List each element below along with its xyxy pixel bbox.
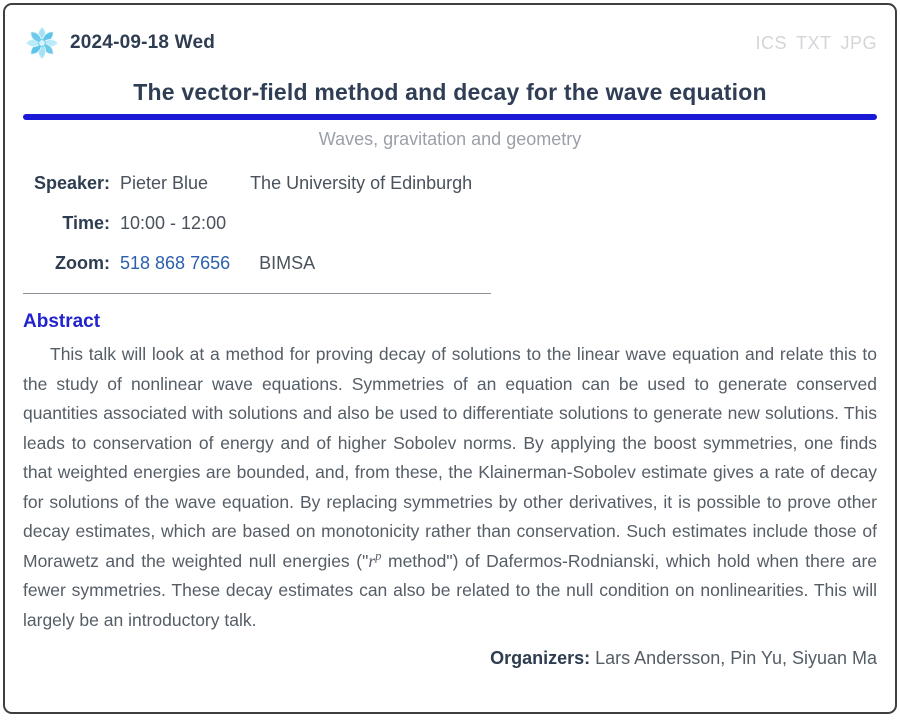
organizers-line: Organizers: Lars Andersson, Pin Yu, Siyu… [23, 648, 877, 669]
abstract-text-before-formula: This talk will look at a method for prov… [23, 344, 877, 571]
rp-method-formula: rp [368, 548, 382, 571]
info-divider [23, 293, 491, 294]
talk-info: Speaker: Pieter Blue The University of E… [23, 173, 877, 294]
zoom-host: BIMSA [259, 253, 316, 273]
abstract-text-after-formula: method") of Dafermos-Rodnianski, which h… [23, 550, 878, 630]
abstract-text: This talk will look at a method for prov… [23, 340, 877, 635]
speaker-row: Speaker: Pieter Blue The University of E… [23, 173, 877, 194]
zoom-meeting-id-link[interactable]: 518 868 7656 [120, 253, 231, 273]
speaker-name: Pieter Blue [120, 173, 209, 193]
seminar-card: 2024-09-18 Wed ICS TXT JPG The vector-fi… [3, 3, 897, 714]
export-link-txt[interactable]: TXT [795, 32, 832, 53]
zoom-row: Zoom: 518 868 7656 BIMSA [23, 253, 877, 274]
time-row: Time: 10:00 - 12:00 [23, 213, 877, 234]
formula-base: r [368, 550, 376, 571]
speaker-label: Speaker: [33, 173, 110, 193]
zoom-label: Zoom: [55, 253, 110, 273]
seminar-date: 2024-09-18 Wed [70, 32, 216, 53]
organizers-names: Lars Andersson, Pin Yu, Siyuan Ma [590, 648, 877, 668]
export-link-ics[interactable]: ICS [755, 32, 787, 53]
time-value: 10:00 - 12:00 [120, 213, 227, 233]
export-link-jpg[interactable]: JPG [840, 32, 877, 53]
title-accent-rule [23, 114, 877, 120]
speaker-affiliation: The University of Edinburgh [250, 173, 473, 193]
talk-title: The vector-field method and decay for th… [133, 79, 767, 105]
seminar-series-name: Waves, gravitation and geometry [318, 129, 582, 149]
formula-superscript: p [375, 548, 382, 563]
snowflake-crystal-icon [25, 26, 59, 60]
organizers-label: Organizers: [490, 648, 591, 668]
abstract-heading: Abstract [23, 311, 101, 332]
top-bar: 2024-09-18 Wed ICS TXT JPG [23, 5, 877, 62]
export-format-links: ICS TXT JPG [755, 33, 877, 54]
time-label: Time: [62, 213, 110, 233]
